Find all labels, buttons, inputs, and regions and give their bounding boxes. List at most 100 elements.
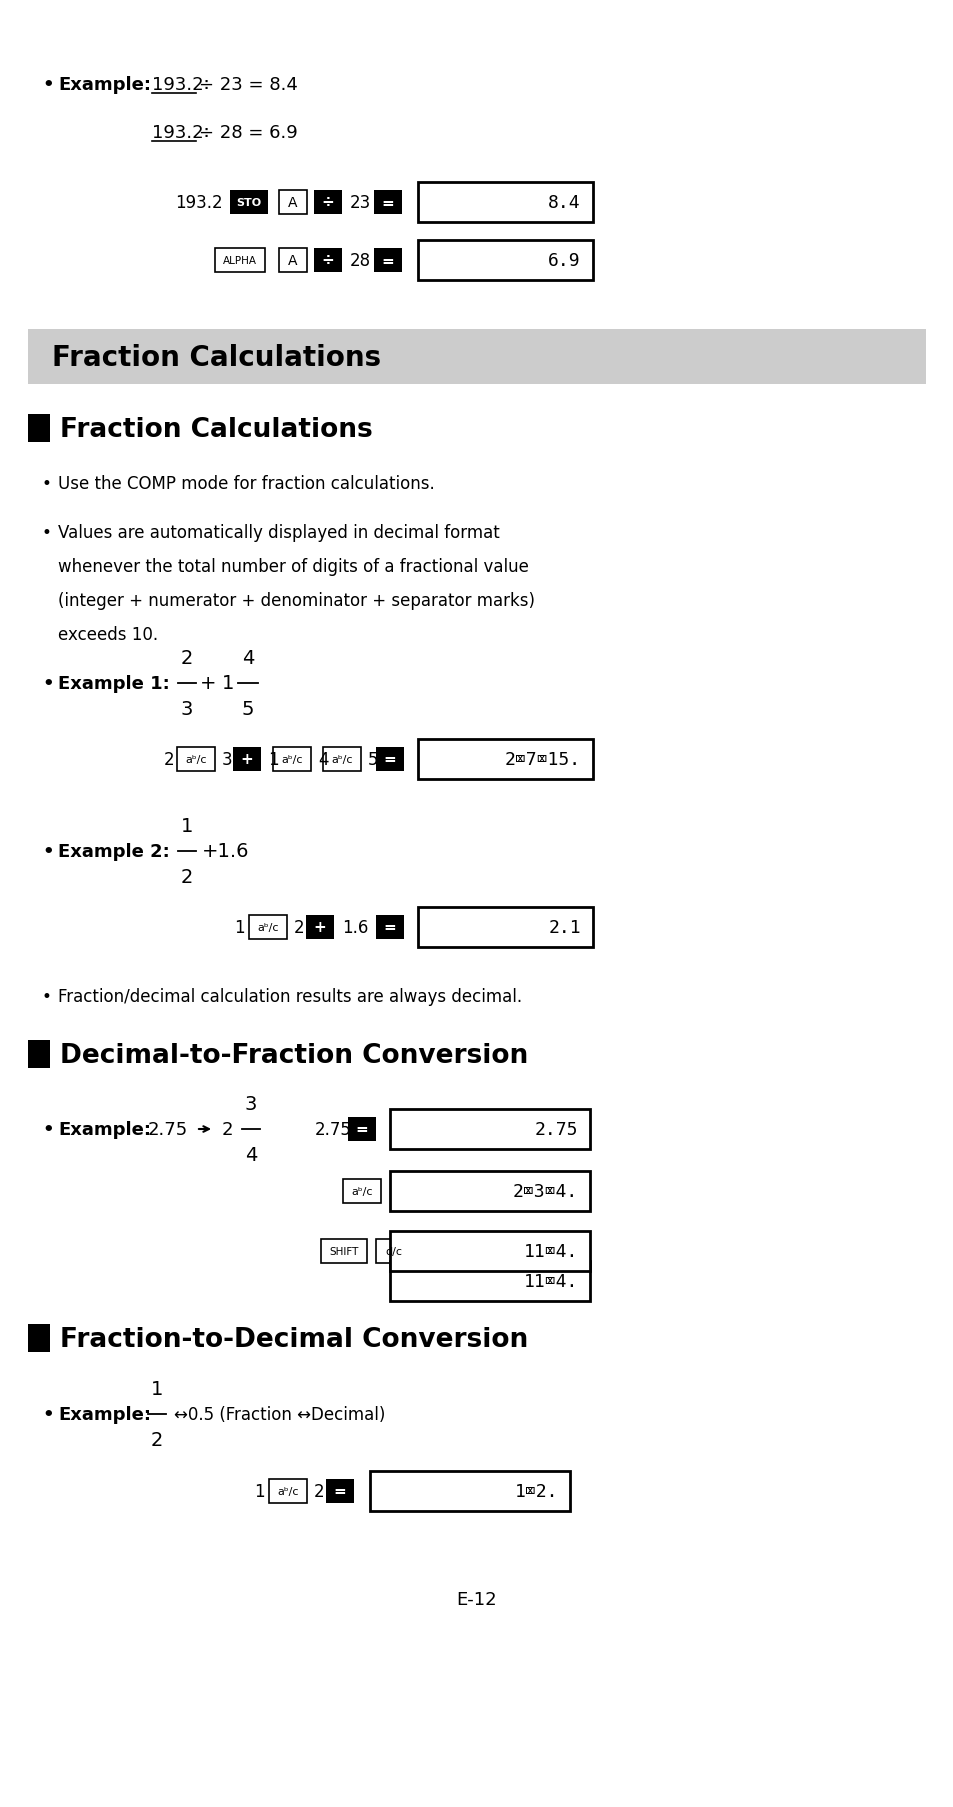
Text: ÷: ÷	[321, 253, 334, 269]
Bar	[390, 1231, 589, 1272]
Text: 3: 3	[222, 750, 233, 768]
Text: ÷ 23 = 8.4: ÷ 23 = 8.4	[199, 76, 297, 94]
Text: E-12: E-12	[456, 1590, 497, 1608]
Text: •: •	[42, 76, 53, 94]
Bar	[278, 249, 307, 273]
Bar	[375, 1240, 412, 1263]
Text: Fraction Calculations: Fraction Calculations	[60, 417, 373, 443]
Text: 1: 1	[151, 1379, 163, 1399]
Text: Fraction Calculations: Fraction Calculations	[52, 343, 381, 370]
Bar	[375, 748, 403, 772]
Text: Fraction/decimal calculation results are always decimal.: Fraction/decimal calculation results are…	[58, 987, 521, 1005]
Text: 1⌧2.: 1⌧2.	[514, 1482, 558, 1500]
Bar	[326, 1480, 354, 1503]
Text: Fraction-to-Decimal Conversion: Fraction-to-Decimal Conversion	[60, 1326, 528, 1352]
Text: 193.2: 193.2	[174, 193, 222, 211]
Text: Example 1:: Example 1:	[58, 674, 170, 692]
Text: =: =	[383, 752, 395, 768]
Bar	[417, 183, 593, 222]
Text: •: •	[42, 1406, 53, 1424]
Text: Example:: Example:	[58, 76, 151, 94]
Text: 2: 2	[163, 750, 173, 768]
Bar	[374, 249, 401, 273]
Text: +: +	[199, 674, 216, 694]
Text: 2⌧7⌧15.: 2⌧7⌧15.	[504, 750, 580, 768]
Text: +: +	[240, 752, 253, 768]
Text: 11⌧4.: 11⌧4.	[523, 1272, 578, 1290]
Text: +1.6: +1.6	[202, 842, 250, 860]
Text: 3: 3	[181, 699, 193, 719]
Text: 5: 5	[368, 750, 378, 768]
Text: 2⌧3⌧4.: 2⌧3⌧4.	[512, 1182, 578, 1200]
Text: •: •	[42, 524, 51, 542]
Text: 2.75: 2.75	[534, 1120, 578, 1138]
Text: aᵇ/c: aᵇ/c	[277, 1485, 298, 1496]
Bar	[390, 1109, 589, 1149]
Text: 2: 2	[222, 1120, 233, 1138]
Text: ↔0.5 (Fraction ↔Decimal): ↔0.5 (Fraction ↔Decimal)	[173, 1406, 385, 1424]
Text: 1: 1	[268, 750, 278, 768]
Text: •: •	[42, 475, 51, 493]
Text: whenever the total number of digits of a fractional value: whenever the total number of digits of a…	[58, 558, 528, 576]
Text: •: •	[42, 674, 53, 692]
Text: Values are automatically displayed in decimal format: Values are automatically displayed in de…	[58, 524, 499, 542]
Bar	[28, 331, 925, 385]
Text: =: =	[334, 1484, 346, 1498]
Bar	[370, 1471, 569, 1511]
Text: 5: 5	[241, 699, 254, 719]
Text: (integer + numerator + denominator + separator marks): (integer + numerator + denominator + sep…	[58, 591, 535, 609]
Text: Use the COMP mode for fraction calculations.: Use the COMP mode for fraction calculati…	[58, 475, 435, 493]
Text: 3: 3	[245, 1095, 257, 1113]
Text: 1: 1	[254, 1482, 265, 1500]
Text: 4: 4	[317, 750, 328, 768]
Text: •: •	[42, 842, 53, 860]
Text: aᵇ/c: aᵇ/c	[331, 755, 353, 764]
Bar	[348, 1117, 375, 1142]
Bar	[214, 249, 265, 273]
Text: 4: 4	[245, 1146, 257, 1164]
Text: 2: 2	[181, 649, 193, 667]
Text: 2: 2	[181, 867, 193, 887]
Text: 1.6: 1.6	[341, 918, 368, 936]
Text: 23: 23	[350, 193, 371, 211]
Text: 2: 2	[314, 1482, 324, 1500]
Text: 2.75: 2.75	[314, 1120, 352, 1138]
Text: +: +	[314, 920, 326, 934]
Text: ÷ 28 = 6.9: ÷ 28 = 6.9	[199, 125, 297, 143]
Text: Example:: Example:	[58, 1120, 151, 1138]
Bar	[314, 249, 341, 273]
Text: 6.9: 6.9	[548, 251, 580, 269]
Bar	[417, 240, 593, 280]
Text: Example 2:: Example 2:	[58, 842, 170, 860]
Bar	[417, 907, 593, 947]
Bar	[28, 416, 50, 443]
Bar	[230, 192, 268, 215]
Bar	[320, 1240, 367, 1263]
Text: •: •	[42, 1120, 53, 1138]
Text: exceeds 10.: exceeds 10.	[58, 625, 158, 643]
Text: Example:: Example:	[58, 1406, 151, 1424]
Text: ALPHA: ALPHA	[223, 257, 256, 266]
Text: =: =	[381, 195, 394, 210]
Text: 28: 28	[350, 251, 371, 269]
Text: 193.2: 193.2	[152, 76, 203, 94]
Bar	[28, 1041, 50, 1068]
Text: 2.1: 2.1	[548, 918, 580, 936]
Bar	[343, 1180, 380, 1203]
Bar	[390, 1261, 589, 1301]
Text: 1: 1	[222, 674, 234, 694]
Text: 1: 1	[181, 817, 193, 835]
Text: 193.2: 193.2	[152, 125, 203, 143]
Text: 8.4: 8.4	[548, 193, 580, 211]
Text: aᵇ/c: aᵇ/c	[257, 923, 278, 932]
Text: =: =	[355, 1122, 368, 1137]
Text: d/c: d/c	[385, 1247, 402, 1256]
Text: 1: 1	[234, 918, 245, 936]
Bar	[177, 748, 214, 772]
Text: 2: 2	[151, 1429, 163, 1449]
Text: STO: STO	[236, 199, 261, 208]
Text: A: A	[288, 195, 297, 210]
Text: =: =	[383, 920, 395, 934]
Text: aᵇ/c: aᵇ/c	[351, 1187, 373, 1196]
Bar	[417, 739, 593, 779]
